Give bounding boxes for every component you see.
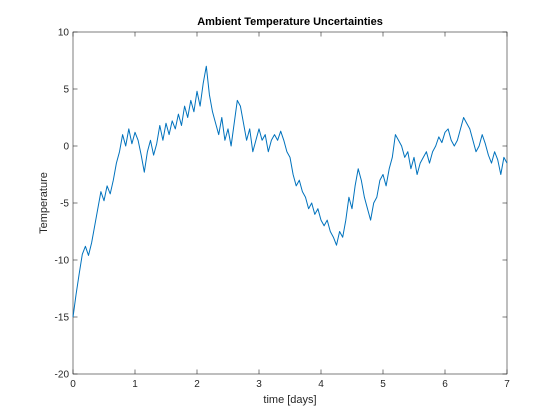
x-tick-label: 3 [256, 379, 262, 390]
x-axis-label: time [days] [263, 394, 316, 406]
x-tick-label: 7 [504, 379, 510, 390]
y-axis-label: Temperature [38, 172, 50, 234]
x-tick-label: 2 [194, 379, 200, 390]
chart-title: Ambient Temperature Uncertainties [197, 16, 383, 28]
x-tick-label: 1 [132, 379, 138, 390]
plot-area [72, 31, 508, 375]
y-tick-label: 5 [63, 85, 69, 96]
y-tick-label: 10 [58, 28, 70, 39]
y-tick-label: -20 [55, 370, 70, 381]
x-tick-label: 6 [442, 379, 448, 390]
y-tick-label: -5 [60, 199, 69, 210]
y-tick-label: -10 [55, 256, 70, 267]
series-line [72, 65, 508, 318]
y-tick-label: -15 [55, 313, 70, 324]
x-tick-label: 5 [380, 379, 386, 390]
axis-ticks [72, 31, 508, 375]
y-tick-label: 0 [63, 142, 69, 153]
tick-labels: 0 1 2 3 4 5 6 7 -20 -15 -10 -5 0 5 10 [55, 28, 511, 391]
x-tick-label: 0 [70, 379, 76, 390]
x-tick-label: 4 [318, 379, 324, 390]
